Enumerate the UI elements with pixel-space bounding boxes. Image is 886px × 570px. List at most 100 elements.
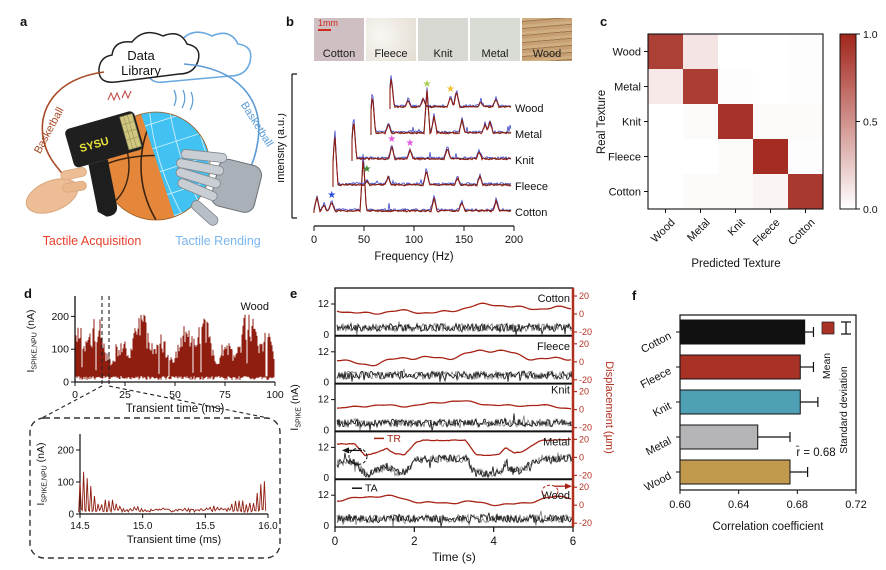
panel-b: b 1mm Cotton Fleece Knit Metal Wood Inte…: [278, 6, 588, 268]
svg-text:0: 0: [323, 378, 329, 389]
col-label: Fleece: [751, 217, 783, 249]
svg-text:50: 50: [358, 234, 370, 246]
star-marker-icon: ★: [446, 84, 455, 95]
panel-e-label: e: [290, 286, 298, 301]
confusion-cell: [648, 69, 683, 104]
confusion-cell: [753, 34, 788, 69]
dashed-circle: [541, 484, 559, 498]
svg-text:0.72: 0.72: [845, 499, 866, 511]
trace-blue: [313, 154, 512, 213]
tactile-illustration: Data Library Basketball Basketball: [25, 31, 275, 248]
svg-text:12: 12: [318, 442, 330, 453]
tr-legend: TR: [387, 433, 401, 445]
category-label: Metal: [644, 435, 673, 458]
svg-text:0: 0: [68, 510, 74, 521]
svg-text:14.5: 14.5: [70, 521, 90, 532]
series-label: Wood: [515, 103, 544, 115]
svg-text:0: 0: [323, 425, 329, 436]
ta-trace: [336, 510, 573, 527]
col-label: Metal: [685, 217, 713, 245]
svg-text:-20: -20: [579, 423, 592, 433]
svg-text:16.0: 16.0: [258, 521, 278, 532]
panel-b-label: b: [286, 14, 294, 29]
sample-fleece: Fleece: [366, 18, 416, 61]
trace-blue: [370, 87, 512, 135]
svg-text:0: 0: [63, 377, 69, 389]
svg-text:200: 200: [51, 311, 69, 323]
svg-text:100: 100: [405, 234, 423, 246]
spike-current-chart: 0 100 200 0 25 50 75 100 Transient time (ms) ISPI…: [25, 296, 284, 559]
inset-box: [29, 417, 281, 559]
confusion-cell: [683, 34, 718, 69]
bar-wood: [679, 459, 791, 485]
svg-text:200: 200: [505, 234, 523, 246]
confusion-cell: [718, 104, 753, 139]
svg-text:0: 0: [323, 330, 329, 341]
panel-e: e 12 0 20 0 -20 Cotton 12 0 20 0 -20 Fleece 12 0 20 0 -2…: [282, 278, 622, 570]
y-axis-label: Intensity (a.u.): [278, 113, 287, 183]
colorbar-tick: 0.5: [863, 117, 878, 129]
confusion-cell: [788, 174, 823, 209]
sample-wood: Wood: [522, 18, 572, 61]
star-marker-icon: ★: [327, 190, 336, 201]
texture-label: Cotton: [538, 293, 570, 305]
inset-x-label: Transient time (ms): [127, 534, 221, 546]
confusion-cell: [648, 104, 683, 139]
scale-bar: 1mm: [318, 19, 338, 31]
trace-red: [370, 90, 512, 136]
svg-text:12: 12: [318, 299, 330, 310]
trace-red: [351, 123, 512, 161]
error-bar-icon: [841, 321, 851, 335]
svg-text:12: 12: [318, 347, 330, 358]
svg-text:75: 75: [219, 389, 231, 401]
svg-text:100: 100: [57, 478, 74, 489]
trace-black: [313, 164, 512, 213]
ta-trace: [336, 452, 573, 478]
robot-hand-icon: [175, 149, 263, 226]
sample-knit: Knit: [418, 18, 468, 61]
bar-fleece: [679, 354, 801, 380]
confusion-cell: [648, 34, 683, 69]
mean-swatch-icon: [821, 321, 835, 335]
confusion-cell: [683, 139, 718, 174]
series-label: Knit: [515, 155, 534, 167]
svg-text:6: 6: [570, 536, 576, 548]
col-axis-label: Predicted Texture: [691, 258, 780, 270]
trace-blue: [351, 119, 512, 161]
confusion-cell: [788, 139, 823, 174]
svg-text:15.0: 15.0: [133, 521, 153, 532]
x-axis-label: Time (s): [432, 550, 476, 564]
spectra-plot: Intensity (a.u.) 0 50 100 150 200 Frequency (H…: [278, 73, 548, 263]
basketball-label-right: Basketball: [238, 100, 275, 149]
mean-r-annotation: r̄ = 0.68: [796, 446, 836, 459]
confusion-cell: [683, 69, 718, 104]
legend-mean: Mean: [821, 353, 833, 379]
svg-text:20: 20: [579, 339, 589, 349]
confusion-cell: [683, 174, 718, 209]
right-axis-label: Displacement (µm): [603, 361, 615, 454]
sample-metal: Metal: [470, 18, 520, 61]
series-label: Fleece: [515, 181, 548, 193]
right-arrow-icon: [565, 483, 572, 490]
correlation-bar-chart: Cotton Fleece Knit Metal Wood 0.60 0.64 0.68 0.7…: [639, 314, 867, 533]
data-library-line2: Library: [121, 63, 161, 78]
svg-text:4: 4: [490, 536, 497, 548]
sample-label: Wood: [532, 48, 562, 60]
scale-bar-line: [318, 29, 331, 31]
category-label: Knit: [651, 400, 673, 420]
series-label: Cotton: [515, 207, 547, 219]
trace-black: [332, 140, 512, 187]
star-marker-icon: ★: [423, 79, 432, 90]
trace-red: [332, 137, 512, 187]
svg-text:0: 0: [311, 234, 317, 246]
cloud-icon: [98, 31, 200, 83]
svg-text:-20: -20: [579, 518, 592, 528]
sample-label: Cotton: [322, 48, 356, 60]
panel-a: a Data Library Basketball Basketball: [8, 14, 276, 256]
panel-c: c Wood Metal Knit Fleece Cotton Wood Metal Knit…: [592, 6, 884, 276]
sample-label: Fleece: [374, 48, 408, 60]
tr-trace: [336, 302, 572, 315]
star-marker-icon: ★: [406, 138, 415, 149]
svg-text:0: 0: [579, 452, 584, 462]
confusion-cell: [753, 104, 788, 139]
